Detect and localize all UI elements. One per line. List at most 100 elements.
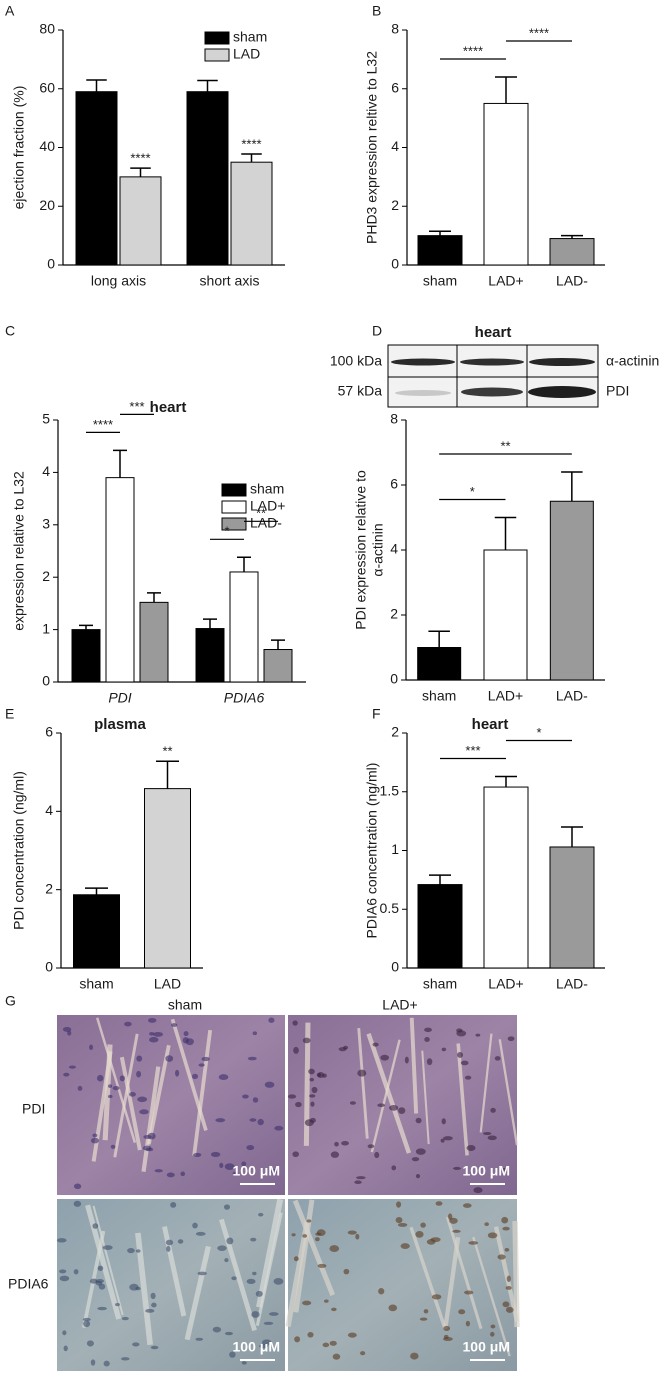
y-tick-label: 0	[42, 673, 50, 689]
nucleus	[143, 1134, 152, 1140]
nucleus	[304, 1119, 314, 1127]
nucleus	[63, 1072, 70, 1077]
nucleus	[241, 1161, 247, 1167]
nucleus	[153, 1031, 164, 1037]
nucleus	[229, 1351, 236, 1358]
y-tick-label: 0	[391, 959, 399, 975]
nucleus	[347, 1230, 357, 1235]
nucleus	[505, 1286, 512, 1290]
error-bar	[494, 516, 517, 550]
nucleus	[268, 1017, 275, 1023]
y-tick-label: 5	[42, 411, 50, 427]
nucleus	[347, 1332, 357, 1338]
nucleus	[322, 1342, 330, 1348]
bar	[75, 91, 118, 266]
y-tick-label: 0	[391, 256, 399, 272]
nucleus	[396, 1201, 402, 1208]
y-tick-label: 1	[42, 620, 50, 636]
y-tick-label: 4	[42, 463, 50, 479]
significance-label: ****	[463, 43, 483, 58]
x-tick-label: sham	[79, 976, 113, 992]
nucleus	[257, 1118, 264, 1126]
nucleus	[317, 1263, 327, 1268]
y-tick-label: 80	[39, 21, 55, 37]
tissue-texture	[56, 1017, 520, 1367]
x-tick-label: long axis	[91, 273, 146, 289]
nucleus	[273, 1278, 284, 1285]
x-tick-label: LAD	[154, 976, 181, 992]
nucleus	[247, 1056, 257, 1061]
y-tick-label: 0	[45, 959, 53, 975]
nucleus	[367, 1144, 375, 1149]
nucleus	[249, 1118, 257, 1122]
nucleus	[329, 1245, 340, 1253]
y-tick-label: 6	[45, 724, 53, 740]
nucleus	[270, 1168, 278, 1174]
chart-title: heart	[475, 324, 512, 341]
tissue-streak	[443, 1237, 461, 1329]
nucleus	[456, 1030, 467, 1037]
error-bar	[429, 874, 451, 885]
nucleus	[457, 1052, 464, 1058]
tissue-streak	[285, 1220, 310, 1328]
nucleus	[357, 1069, 367, 1077]
nucleus	[374, 1151, 380, 1159]
nucleus	[292, 1020, 298, 1026]
y-tick-label: 2	[45, 880, 53, 896]
x-tick-label: LAD+	[488, 273, 523, 289]
nucleus	[356, 1176, 366, 1180]
nucleus	[97, 1265, 104, 1271]
tissue-streak	[370, 1039, 401, 1153]
y-tick-label: 2	[390, 606, 398, 622]
nucleus	[487, 1135, 497, 1141]
nucleus	[443, 1325, 451, 1331]
column-label: sham	[168, 997, 202, 1013]
nucleus	[430, 1237, 441, 1243]
y-axis-label: PDIA6 concentration (ng/ml)	[364, 763, 380, 939]
y-tick-label: 0	[390, 671, 398, 687]
nucleus	[73, 1269, 79, 1275]
nucleus	[458, 1309, 466, 1315]
panel-label: E	[5, 706, 14, 722]
nucleus	[224, 1163, 235, 1170]
y-tick-label: 2	[391, 724, 399, 740]
nucleus	[443, 1136, 453, 1141]
nucleus	[77, 1085, 83, 1091]
y-tick-label: 0.5	[380, 900, 400, 916]
error-bar	[429, 230, 451, 236]
western-blot: 100 kDa 57 kDa α-actinin PDI	[330, 344, 659, 408]
tissue-streak	[141, 1066, 161, 1172]
nucleus	[89, 1278, 98, 1284]
nucleus	[302, 1234, 308, 1238]
y-tick-label: 4	[390, 541, 398, 557]
nucleus	[193, 1152, 202, 1157]
nucleus	[232, 1171, 239, 1175]
nucleus	[89, 1044, 94, 1051]
nucleus	[107, 1094, 113, 1099]
nucleus	[150, 1345, 159, 1350]
nucleus	[92, 1223, 99, 1229]
y-tick-label: 8	[390, 411, 398, 427]
legend-swatch	[221, 517, 247, 531]
nucleus	[250, 1237, 257, 1242]
tissue-streak	[95, 1017, 137, 1143]
nucleus	[435, 1201, 443, 1206]
scale-bar-label: 100 μM	[233, 1163, 280, 1179]
nucleus	[334, 1141, 339, 1147]
legend-swatch	[204, 48, 230, 62]
nucleus	[324, 1299, 329, 1303]
blot-size: 100 kDa	[330, 353, 382, 369]
nucleus	[83, 1320, 91, 1328]
nucleus	[475, 1033, 481, 1037]
nucleus	[484, 1222, 489, 1227]
nucleus	[329, 1340, 337, 1346]
y-tick-label: 6	[390, 476, 398, 492]
nucleus	[465, 1320, 470, 1327]
nucleus	[132, 1342, 140, 1347]
tissue-streak	[92, 1205, 124, 1316]
nucleus	[121, 1316, 129, 1321]
nucleus	[142, 1145, 152, 1151]
nucleus	[218, 1074, 229, 1081]
nucleus	[82, 1317, 91, 1322]
nucleus	[291, 1233, 296, 1237]
